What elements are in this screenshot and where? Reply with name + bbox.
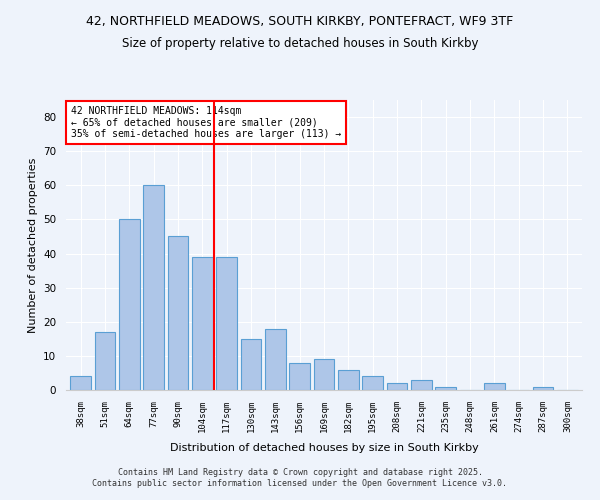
Text: Contains HM Land Registry data © Crown copyright and database right 2025.
Contai: Contains HM Land Registry data © Crown c…: [92, 468, 508, 487]
Bar: [216, 257, 237, 390]
Bar: [436, 386, 456, 390]
X-axis label: Distribution of detached houses by size in South Kirkby: Distribution of detached houses by size …: [170, 443, 478, 453]
Bar: [314, 360, 334, 390]
Bar: [338, 370, 359, 390]
Bar: [192, 257, 212, 390]
Bar: [143, 186, 164, 390]
Y-axis label: Number of detached properties: Number of detached properties: [28, 158, 38, 332]
Bar: [241, 339, 262, 390]
Bar: [70, 376, 91, 390]
Bar: [167, 236, 188, 390]
Bar: [95, 332, 115, 390]
Bar: [362, 376, 383, 390]
Text: 42 NORTHFIELD MEADOWS: 114sqm
← 65% of detached houses are smaller (209)
35% of : 42 NORTHFIELD MEADOWS: 114sqm ← 65% of d…: [71, 106, 341, 139]
Bar: [265, 328, 286, 390]
Bar: [533, 386, 553, 390]
Bar: [484, 383, 505, 390]
Text: Size of property relative to detached houses in South Kirkby: Size of property relative to detached ho…: [122, 38, 478, 51]
Bar: [119, 220, 140, 390]
Bar: [289, 362, 310, 390]
Bar: [386, 383, 407, 390]
Text: 42, NORTHFIELD MEADOWS, SOUTH KIRKBY, PONTEFRACT, WF9 3TF: 42, NORTHFIELD MEADOWS, SOUTH KIRKBY, PO…: [86, 15, 514, 28]
Bar: [411, 380, 432, 390]
